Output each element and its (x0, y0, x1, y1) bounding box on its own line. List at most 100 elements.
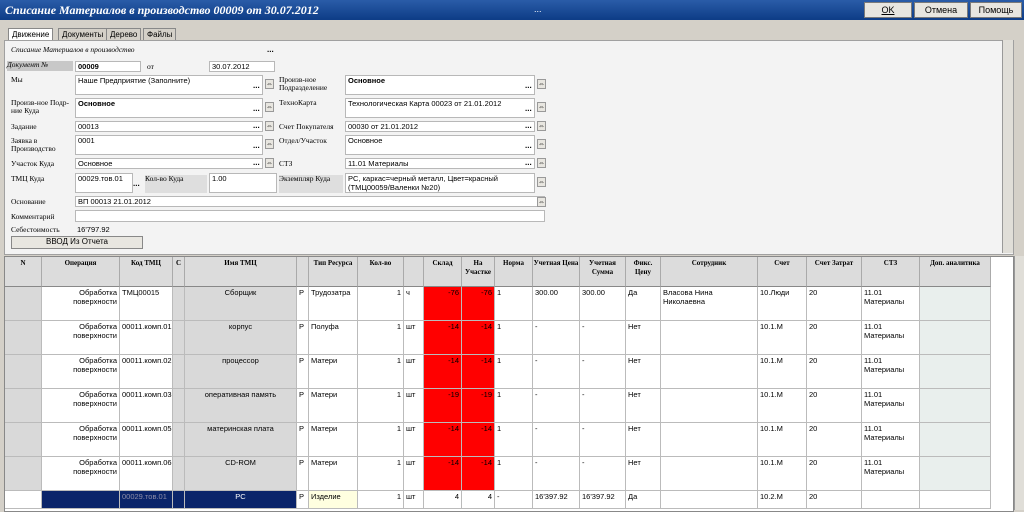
row-operation-cell[interactable]: Обработка поверхности (42, 355, 120, 389)
row-norm-cell[interactable]: 1 (495, 355, 533, 389)
tab-documents[interactable]: Документы (58, 28, 108, 40)
col-header-cost-account[interactable]: Счет Затрат (807, 257, 862, 287)
selected-row-norm-cell[interactable]: - (495, 491, 533, 509)
row-norm-cell[interactable]: 1 (495, 457, 533, 491)
row-unit-cell[interactable]: шт (404, 389, 424, 423)
row-unit-cell[interactable]: шт (404, 457, 424, 491)
row-employee-cell[interactable] (661, 423, 758, 457)
comment-field[interactable] (75, 210, 545, 222)
row-quantity-cell[interactable]: 1 (358, 321, 404, 355)
row-sum-cell[interactable]: - (580, 457, 626, 491)
invoice-open-icon[interactable]: ⇔ (537, 121, 546, 131)
form-scrollbar[interactable] (1002, 40, 1013, 253)
row-fixed-price-cell[interactable]: Да (626, 287, 661, 321)
row-stz-cell[interactable]: 11.01 Материалы (862, 423, 920, 457)
row-sum-cell[interactable]: 300.00 (580, 287, 626, 321)
selected-row-unit-cell[interactable]: шт (404, 491, 424, 509)
enter-from-report-button[interactable]: ВВОД Из Отчета (11, 236, 143, 249)
row-employee-cell[interactable] (661, 355, 758, 389)
selected-row-p-cell[interactable]: Р (297, 491, 309, 509)
row-on-site-cell[interactable]: -14 (462, 355, 495, 389)
col-header-fixed-price[interactable]: Фикс. Цену (626, 257, 661, 287)
selected-row-fixed-price-cell[interactable]: Да (626, 491, 661, 509)
site-open-icon[interactable]: ⇔ (265, 158, 274, 168)
row-stock-cell[interactable]: -14 (424, 355, 462, 389)
selected-row-cost-account-cell[interactable]: 20 (807, 491, 862, 509)
row-account-cell[interactable]: 10.1.М (758, 321, 807, 355)
row-operation-cell[interactable]: Обработка поверхности (42, 287, 120, 321)
techmap-open-icon[interactable]: ⇔ (537, 102, 546, 112)
row-unit-cell[interactable]: ч (404, 287, 424, 321)
row-norm-cell[interactable]: 1 (495, 423, 533, 457)
prod-from-select-button[interactable]: ... (525, 81, 532, 90)
order-field[interactable]: 0001 (75, 135, 263, 155)
row-operation-cell[interactable]: Обработка поверхности (42, 389, 120, 423)
row-tmc-name-cell[interactable]: материнская плата (185, 423, 297, 457)
row-resource-type-cell[interactable]: Матери (309, 457, 358, 491)
row-tmc-code-cell[interactable]: 00011.комп.05 (120, 423, 173, 457)
col-header-n[interactable]: N (5, 257, 42, 287)
row-p-cell[interactable]: Р (297, 355, 309, 389)
row-stz-cell[interactable]: 11.01 Материалы (862, 457, 920, 491)
help-button[interactable]: Помощь (970, 2, 1022, 18)
row-account-cell[interactable]: 10.1.М (758, 389, 807, 423)
row-employee-cell[interactable] (661, 457, 758, 491)
row-c-cell[interactable] (173, 457, 185, 491)
row-tmc-code-cell[interactable]: 00011.комп.06 (120, 457, 173, 491)
invoice-field[interactable]: 00030 от 21.01.2012 (345, 121, 535, 132)
row-tmc-name-cell[interactable]: оперативная память (185, 389, 297, 423)
row-resource-type-cell[interactable]: Матери (309, 423, 358, 457)
col-header-p[interactable] (297, 257, 309, 287)
dept-field[interactable]: Основное (345, 135, 535, 155)
col-header-sum[interactable]: Учетная Сумма (580, 257, 626, 287)
row-tmc-name-cell[interactable]: Сборщик (185, 287, 297, 321)
row-on-site-cell[interactable]: -14 (462, 457, 495, 491)
col-header-employee[interactable]: Сотрудник (661, 257, 758, 287)
row-stz-cell[interactable]: 11.01 Материалы (862, 321, 920, 355)
row-norm-cell[interactable]: 1 (495, 389, 533, 423)
selected-row-employee-cell[interactable] (661, 491, 758, 509)
row-extra-analytics-cell[interactable] (920, 457, 991, 491)
task-select-button[interactable]: ... (253, 121, 260, 130)
row-employee-cell[interactable]: Власова Нина Николаевна (661, 287, 758, 321)
row-p-cell[interactable]: Р (297, 321, 309, 355)
prod-to-select-button[interactable]: ... (253, 104, 260, 113)
invoice-select-button[interactable]: ... (525, 121, 532, 130)
row-norm-cell[interactable]: 1 (495, 287, 533, 321)
row-employee-cell[interactable] (661, 389, 758, 423)
tmc-to-select-button[interactable]: ... (133, 179, 140, 188)
row-price-cell[interactable]: - (533, 321, 580, 355)
col-header-tmc-code[interactable]: Код ТМЦ (120, 257, 173, 287)
row-account-cell[interactable]: 10.1.М (758, 423, 807, 457)
row-fixed-price-cell[interactable]: Нет (626, 321, 661, 355)
row-cost-account-cell[interactable]: 20 (807, 287, 862, 321)
my-open-icon[interactable]: ⇔ (265, 79, 274, 89)
col-header-c[interactable]: C (173, 257, 185, 287)
row-tmc-name-cell[interactable]: процессор (185, 355, 297, 389)
doc-type-select-button[interactable]: ... (267, 45, 274, 54)
row-stock-cell[interactable]: -14 (424, 423, 462, 457)
my-field[interactable]: Наше Предприятие (Заполните) (75, 75, 263, 95)
selected-row-on-site-cell[interactable]: 4 (462, 491, 495, 509)
row-extra-analytics-cell[interactable] (920, 423, 991, 457)
selected-row-resource-type-cell[interactable]: Изделие (309, 491, 358, 509)
prod-from-field[interactable]: Основное (345, 75, 535, 95)
row-tmc-code-cell[interactable]: 00011.комп.01 (120, 321, 173, 355)
selected-row-quantity-cell[interactable]: 1 (358, 491, 404, 509)
basis-open-icon[interactable]: ⇔ (537, 197, 546, 207)
selected-row-operation-cell[interactable] (42, 491, 120, 509)
row-cost-account-cell[interactable]: 20 (807, 355, 862, 389)
row-tmc-code-cell[interactable]: 00011.комп.02 (120, 355, 173, 389)
col-header-extra-analytics[interactable]: Доп. аналитика (920, 257, 991, 287)
col-header-norm[interactable]: Норма (495, 257, 533, 287)
selected-row-stock-cell[interactable]: 4 (424, 491, 462, 509)
row-extra-analytics-cell[interactable] (920, 287, 991, 321)
task-field[interactable]: 00013 (75, 121, 263, 132)
dept-open-icon[interactable]: ⇔ (537, 139, 546, 149)
instance-open-icon[interactable]: ⇔ (537, 177, 546, 187)
row-cost-account-cell[interactable]: 20 (807, 457, 862, 491)
row-fixed-price-cell[interactable]: Нет (626, 355, 661, 389)
row-fixed-price-cell[interactable]: Нет (626, 389, 661, 423)
row-unit-cell[interactable]: шт (404, 423, 424, 457)
row-stock-cell[interactable]: -14 (424, 321, 462, 355)
